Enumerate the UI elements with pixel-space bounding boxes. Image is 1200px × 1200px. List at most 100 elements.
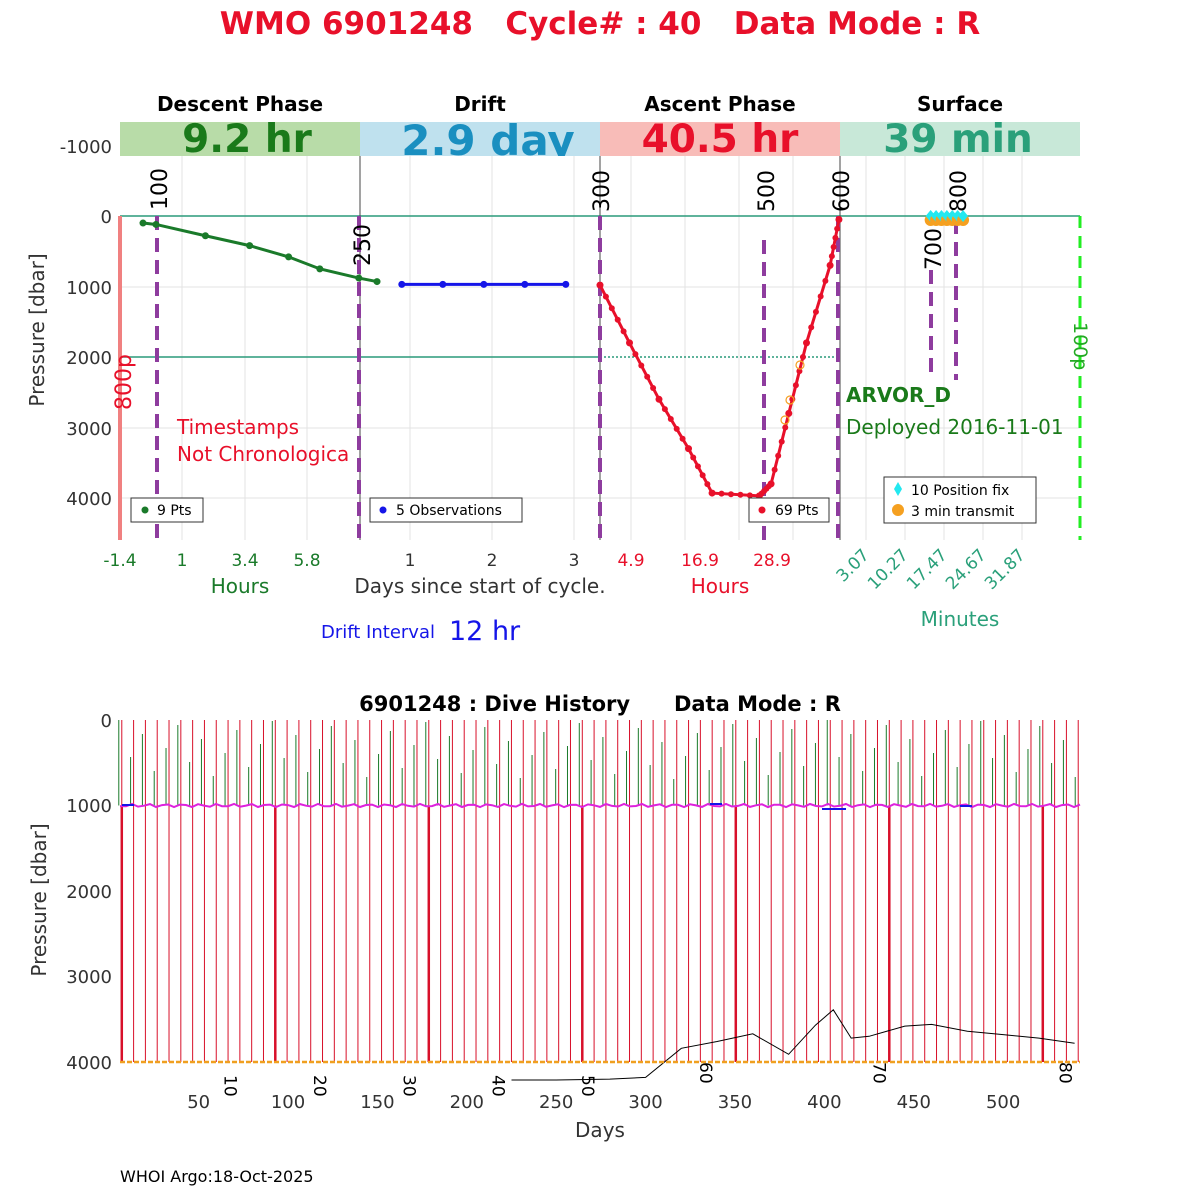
- cycle-number-label: 10: [220, 1075, 240, 1097]
- bottom-x-tick: 450: [897, 1092, 931, 1113]
- phase-name-descent: Descent Phase: [157, 92, 323, 116]
- bottom-y-ticks: 0 1000 2000 3000 4000: [66, 711, 112, 1074]
- bottom-y-axis-label: Pressure [dbar]: [27, 823, 51, 976]
- bottom-x-ticks: 50 100 150 200 250 300 350 400 450 500: [187, 1092, 1020, 1113]
- data-point: [285, 253, 293, 261]
- data-point: [673, 425, 680, 432]
- data-point: [661, 406, 668, 413]
- top-y-tick: 4000: [66, 489, 112, 510]
- cycle-number-label: 70: [868, 1062, 888, 1084]
- data-point: [822, 277, 829, 284]
- data-point: [373, 278, 381, 286]
- top-y-tick: 1000: [66, 278, 112, 299]
- data-point: [704, 481, 711, 488]
- top-y-tick: 0: [101, 207, 112, 228]
- legend-drift-label: 5 Observations: [396, 503, 502, 519]
- data-point: [655, 395, 663, 403]
- vline-label-600: 600: [830, 170, 855, 212]
- legend-descent: 9 Pts: [130, 497, 204, 523]
- bottom-x-tick: 350: [718, 1092, 752, 1113]
- top-y-axis-label: Pressure [dbar]: [25, 253, 49, 406]
- data-point: [667, 416, 674, 423]
- bottom-y-tick: 0: [101, 711, 112, 732]
- data-point: [834, 225, 841, 232]
- ascent-x-tick: 28.9: [753, 551, 791, 571]
- series-surface: [924, 210, 970, 226]
- data-point: [835, 216, 843, 224]
- data-point: [620, 328, 627, 335]
- data-point: [808, 324, 815, 331]
- surface-x-ticks: 3.07 10.27 17.47 24.67 31.87: [833, 545, 1030, 594]
- phase-duration-descent: 9.2 hr: [182, 117, 312, 162]
- data-point: [694, 463, 701, 470]
- data-point: [708, 489, 716, 497]
- bottom-y-tick: 1000: [66, 796, 112, 817]
- data-point: [632, 351, 639, 358]
- descent-x-tick: 5.8: [293, 551, 320, 571]
- legend-surface: 10 Position fix 3 min transmit: [883, 476, 1037, 524]
- data-point: [650, 385, 657, 392]
- vline-label-800: 800: [947, 170, 972, 212]
- phase-duration-ascent: 40.5 hr: [642, 117, 800, 162]
- series-ascent: [596, 216, 843, 500]
- data-point: [817, 293, 824, 300]
- descent-x-tick: -1.4: [103, 551, 136, 571]
- ascent-x-tick: 4.9: [617, 551, 644, 571]
- park-markers: [122, 803, 972, 810]
- data-point: [638, 362, 645, 369]
- data-point: [316, 265, 324, 273]
- legend-surface-fix-label: 10 Position fix: [911, 483, 1009, 499]
- data-point: [679, 435, 686, 442]
- warning-not-chronological: Not Chronologica: [177, 442, 349, 466]
- data-point: [737, 491, 744, 498]
- dive-lines: [118, 720, 1079, 1062]
- data-point: [685, 445, 692, 453]
- bottom-x-axis-label: Days: [575, 1118, 625, 1142]
- bottom-x-tick: 50: [187, 1092, 210, 1113]
- bottom-x-tick: 250: [539, 1092, 573, 1113]
- data-point: [727, 491, 734, 498]
- bottom-x-tick: 150: [360, 1092, 394, 1113]
- data-point: [246, 242, 254, 250]
- qc-point: [780, 415, 790, 425]
- bathymetry-line: [511, 1009, 1075, 1081]
- surface-x-tick: 10.27: [864, 545, 913, 594]
- drift-x-ticks: 1 2 3: [405, 551, 580, 571]
- ascent-x-label: Hours: [691, 574, 750, 598]
- data-point: [785, 409, 793, 417]
- warning-timestamps: Timestamps: [176, 415, 299, 439]
- phase-band-drift: [360, 122, 600, 156]
- data-point: [152, 220, 160, 228]
- top-y-ticks: -1000 0 1000 2000 3000 4000: [60, 137, 112, 510]
- data-point: [796, 368, 803, 375]
- phase-band-ascent: [600, 122, 840, 156]
- legend-ascent: 69 Pts: [748, 497, 830, 523]
- drift-x-tick: 3: [569, 551, 580, 571]
- vline-label-100: 100: [148, 168, 173, 210]
- phase-band-descent: [120, 122, 360, 156]
- descent-x-tick: 3.4: [231, 551, 258, 571]
- bottom-y-tick: 3000: [66, 967, 112, 988]
- data-point: [644, 373, 651, 380]
- data-point: [746, 492, 753, 499]
- descent-x-tick: 1: [177, 551, 188, 571]
- vline-label-250: 250: [351, 224, 376, 266]
- data-point: [832, 234, 839, 241]
- ascent-x-tick: 16.9: [681, 551, 719, 571]
- data-point: [782, 424, 789, 431]
- cycle-number-label: 20: [309, 1075, 329, 1097]
- data-point: [765, 483, 772, 490]
- drift-interval-label: Drift Interval: [321, 622, 435, 643]
- drift-interval-value: 12 hr: [449, 616, 521, 647]
- phase-duration-surface: 39 min: [883, 117, 1033, 162]
- data-point: [614, 316, 621, 323]
- data-point: [562, 280, 570, 288]
- cycle-number-label: 60: [695, 1062, 715, 1084]
- data-point: [828, 253, 835, 260]
- data-point: [771, 466, 778, 473]
- bottom-x-tick: 100: [271, 1092, 305, 1113]
- data-point: [690, 454, 697, 461]
- data-point: [139, 219, 147, 227]
- descent-x-ticks: -1.4 1 3.4 5.8: [103, 551, 320, 571]
- qc-point: [795, 360, 805, 370]
